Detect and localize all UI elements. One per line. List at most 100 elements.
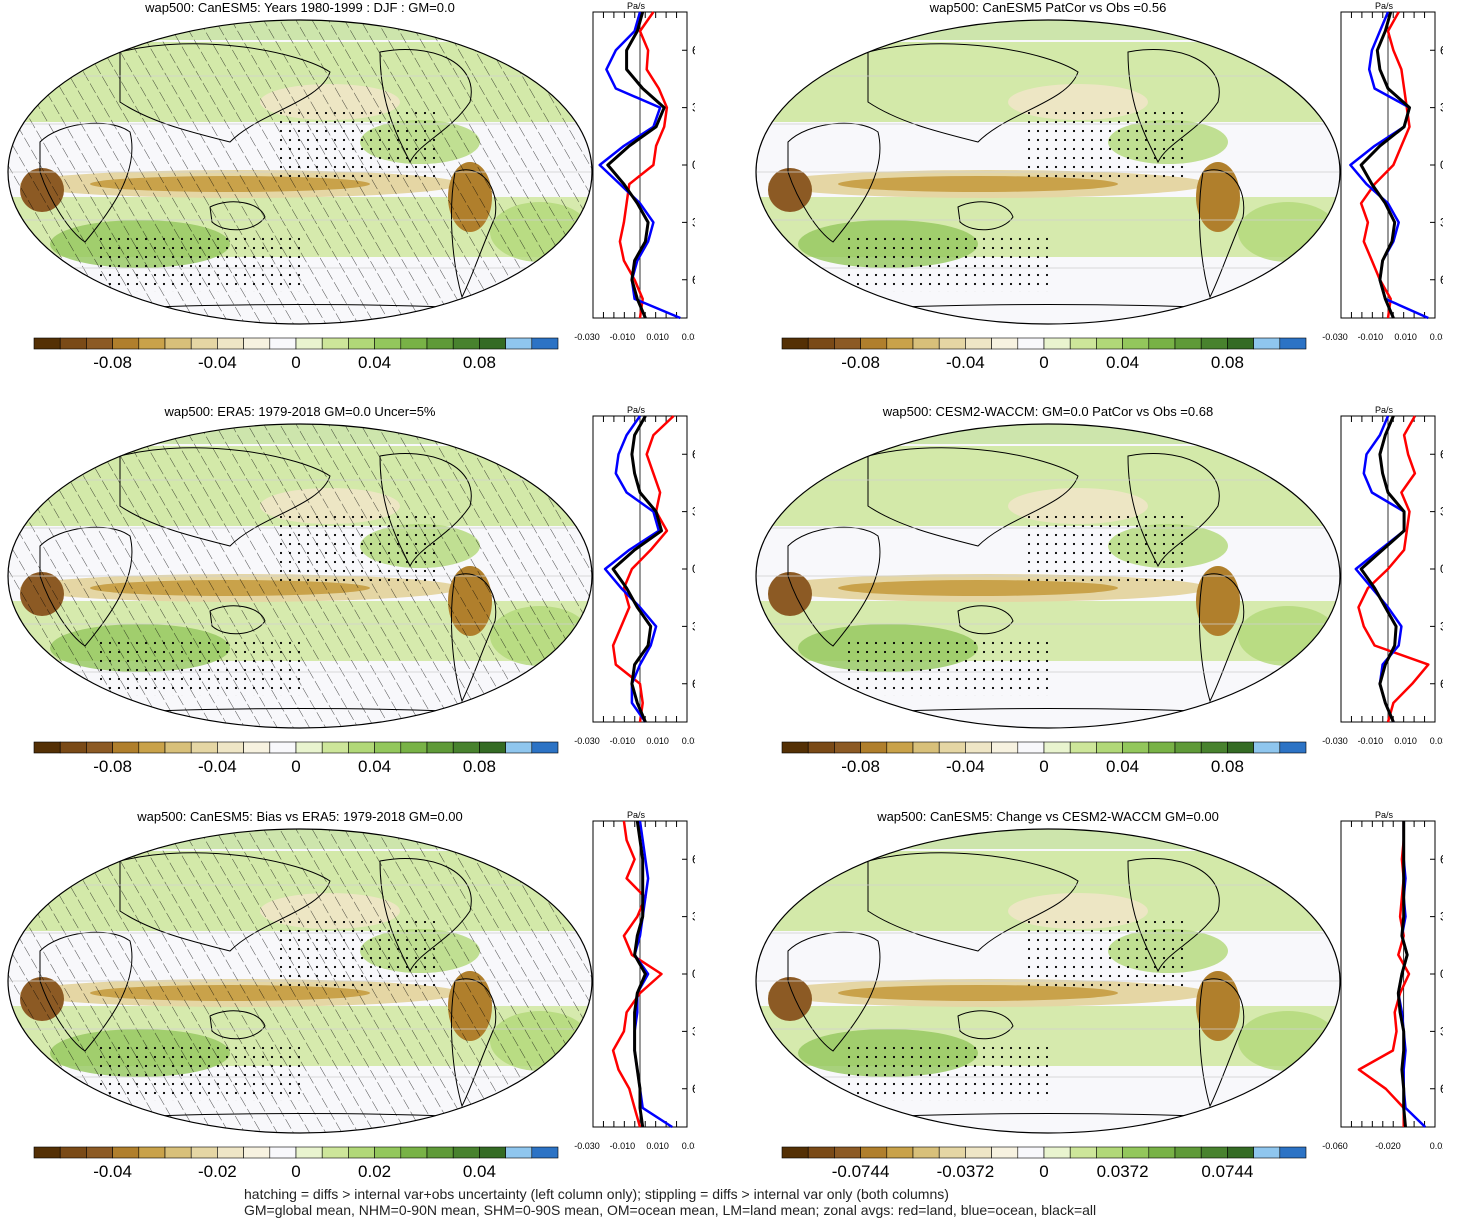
lat-tick-label: 0 <box>1440 158 1443 172</box>
colorbar-swatch <box>1253 1146 1281 1159</box>
colorbar-swatch <box>321 741 349 754</box>
colorbar: -0.0744 -0.0372 0 0.0372 0.0744 <box>781 1146 1307 1181</box>
lat-tick-label: 0 <box>692 562 695 576</box>
panel-title: wap500: CanESM5: Change vs CESM2-WACCM G… <box>877 809 1219 824</box>
colorbar-swatch <box>531 741 559 754</box>
zonal-profile: Pa/s 60N 30N 0 30S 60S -0.030 -0.010 0.010 0.030 <box>1322 405 1443 744</box>
colorbar-swatch <box>452 741 480 754</box>
colorbar-swatch <box>243 337 271 350</box>
panel-5: wap500: CanESM5: Bias vs ERA5: 1979-2018… <box>0 809 700 1199</box>
colorbar-swatch <box>886 337 914 350</box>
colorbar-swatch <box>1227 741 1254 754</box>
region-npacific-ascent <box>1008 893 1148 929</box>
colorbar-tick-label: -0.08 <box>93 757 132 776</box>
colorbar-swatch <box>807 741 835 754</box>
colorbar-swatch <box>1096 337 1123 350</box>
colorbar-swatch <box>217 1146 244 1159</box>
colorbar-swatch <box>190 337 218 350</box>
colorbar-swatch <box>138 337 166 350</box>
lat-tick-label: 0 <box>1440 967 1443 981</box>
colorbar-swatch <box>374 1146 402 1159</box>
lat-tick-label: 30S <box>1440 215 1443 229</box>
colorbar-tick-label: 0.08 <box>463 353 496 372</box>
colorbar-swatch <box>59 337 87 350</box>
colorbar-swatch <box>295 1146 323 1159</box>
colorbar-swatch <box>531 1146 559 1159</box>
panel-title: wap500: CESM2-WACCM: GM=0.0 PatCor vs Ob… <box>882 404 1214 419</box>
colorbar-swatch <box>479 741 506 754</box>
colorbar-swatch <box>59 741 87 754</box>
lat-tick-label: 30N <box>1440 910 1443 924</box>
panel-6: wap500: CanESM5: Change vs CESM2-WACCM G… <box>748 809 1448 1199</box>
colorbar-swatch <box>860 1146 888 1159</box>
colorbar-swatch <box>505 1146 533 1159</box>
colorbar-swatch <box>1122 741 1150 754</box>
colorbar-swatch <box>860 337 888 350</box>
stippling <box>848 636 1048 696</box>
panel-3: wap500: ERA5: 1979-2018 GM=0.0 Uncer=5% … <box>0 404 700 794</box>
colorbar-swatch <box>938 1146 966 1159</box>
colorbar: -0.08 -0.04 0 0.04 0.08 <box>781 337 1307 372</box>
stippling <box>848 232 1048 292</box>
continent-samerica <box>1198 978 1245 1108</box>
colorbar-swatch <box>1200 741 1228 754</box>
colorbar-swatch <box>138 741 166 754</box>
colorbar-swatch <box>164 1146 192 1159</box>
series-ocean <box>603 415 661 723</box>
lat-tick-label: 30S <box>692 619 695 633</box>
colorbar-swatch <box>1174 1146 1202 1159</box>
x-tick-label: -0.030 <box>574 736 600 744</box>
colorbar-swatch <box>965 741 992 754</box>
colorbar-swatch <box>1017 1146 1045 1159</box>
colorbar-swatch <box>112 741 140 754</box>
colorbar-swatch <box>269 337 297 350</box>
colorbar-swatch <box>217 741 244 754</box>
colorbar-swatch <box>295 741 323 754</box>
x-tick-label: 0.030 <box>682 736 695 744</box>
colorbar-tick-label: -0.08 <box>93 353 132 372</box>
x-tick-label: -0.010 <box>1358 736 1384 744</box>
map <box>7 828 593 1134</box>
map-border <box>755 19 1341 325</box>
colorbar-swatch <box>1043 1146 1071 1159</box>
colorbar-swatch <box>321 337 349 350</box>
colorbar-swatch <box>243 1146 271 1159</box>
colorbar-swatch <box>781 337 809 350</box>
colorbar-tick-label: -0.04 <box>93 1162 132 1181</box>
colorbar-swatch <box>33 1146 61 1159</box>
lat-tick-label: 60N <box>692 852 695 866</box>
lat-tick-label: 30N <box>692 101 695 115</box>
series-land <box>611 820 663 1128</box>
continent-samerica <box>1198 169 1245 299</box>
x-tick-label: -0.020 <box>1375 1141 1401 1149</box>
panel-title: wap500: CanESM5: Years 1980-1999 : DJF :… <box>145 0 455 15</box>
colorbar-swatch <box>1200 1146 1228 1159</box>
region-samerica-ascent <box>1196 971 1240 1041</box>
colorbar-swatch <box>1017 741 1045 754</box>
colorbar-swatch <box>217 337 244 350</box>
colorbar-swatch <box>426 1146 454 1159</box>
colorbar-tick-label: 0.04 <box>463 1162 496 1181</box>
colorbar-swatch <box>400 741 428 754</box>
colorbar-tick-label: 0.08 <box>1211 757 1244 776</box>
band-arctic <box>756 424 1340 444</box>
x-tick-label: 0.010 <box>646 332 669 340</box>
map <box>755 423 1341 729</box>
lat-tick-label: 60S <box>692 677 695 691</box>
profile-frame <box>1340 820 1436 1128</box>
lat-tick-label: 60S <box>1440 1082 1443 1096</box>
lat-tick-label: 60S <box>692 1082 695 1096</box>
lat-tick-label: 60N <box>692 447 695 461</box>
panel-2: wap500: CanESM5 PatCor vs Obs =0.56 -0.0… <box>748 0 1448 390</box>
colorbar: -0.08 -0.04 0 0.04 0.08 <box>781 741 1307 776</box>
zonal-profile: Pa/s 60N 30N 0 30S 60S -0.030 -0.010 0.010 0.030 <box>574 810 695 1149</box>
colorbar-swatch <box>86 337 113 350</box>
colorbar-swatch <box>112 337 140 350</box>
colorbar-swatch <box>426 337 454 350</box>
colorbar-swatch <box>190 1146 218 1159</box>
colorbar-swatch <box>112 1146 140 1159</box>
colorbar-swatch <box>1069 337 1097 350</box>
colorbar-swatch <box>348 337 375 350</box>
region-africa-ascent <box>768 977 812 1021</box>
continent-samerica <box>1198 573 1245 703</box>
